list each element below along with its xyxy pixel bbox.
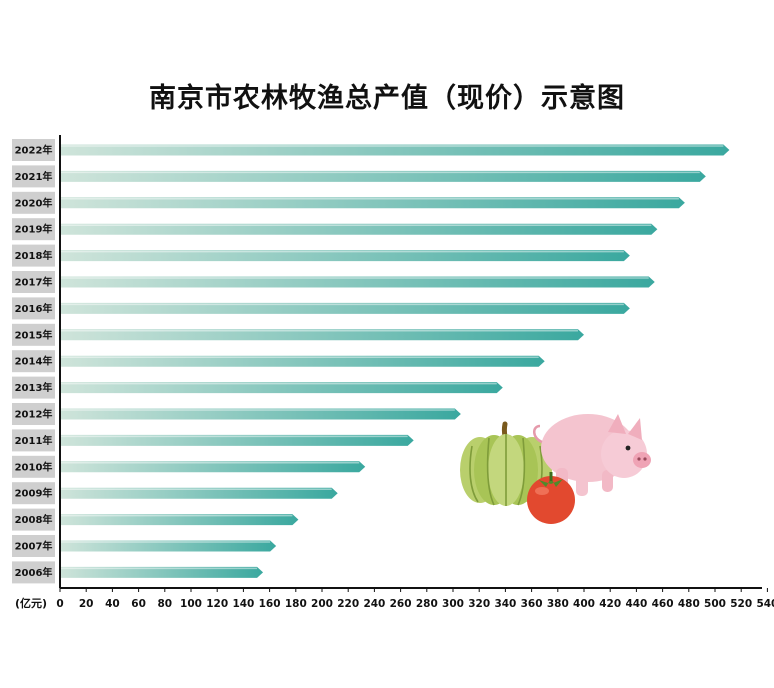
x-tick-label: 80 — [157, 598, 172, 610]
category-label-box — [12, 403, 55, 425]
bar-2007年 — [60, 540, 277, 552]
x-tick-label: 420 — [599, 598, 621, 610]
x-tick-label: 320 — [468, 598, 490, 610]
category-label-box — [12, 429, 55, 452]
category-label-box — [12, 508, 55, 531]
bar-2019年 — [60, 223, 658, 235]
category-label: 2022年 — [15, 144, 53, 157]
bar-2008年 — [60, 514, 299, 526]
category-label: 2020年 — [15, 196, 53, 209]
category-label: 2019年 — [15, 223, 53, 236]
category-label: 2006年 — [15, 566, 53, 579]
category-label-box — [12, 376, 55, 399]
category-label: 2015年 — [15, 328, 53, 341]
category-label-box — [12, 139, 55, 161]
category-label: 2016年 — [15, 302, 53, 315]
category-label: 2009年 — [15, 487, 53, 500]
x-tick-label: 360 — [521, 598, 543, 610]
x-tick-label: 480 — [678, 598, 700, 610]
bar-2017年 — [60, 276, 655, 288]
x-tick-label: 260 — [390, 598, 412, 610]
category-labels: 2022年 2021年 2020年 2019年 2018年 2017年 2016年 2015年… — [12, 139, 55, 584]
x-tick-label: 540 — [756, 598, 774, 610]
bar-2010年 — [60, 461, 366, 473]
bar-2020年 — [60, 197, 685, 209]
category-label-box — [12, 165, 55, 188]
x-tick-label: 220 — [337, 598, 359, 610]
category-label-box — [12, 561, 55, 584]
bar-2009年 — [60, 487, 338, 499]
bar-2013年 — [60, 382, 503, 394]
tomato-icon — [527, 472, 575, 524]
category-label-box — [12, 297, 55, 320]
x-tick-label: 520 — [730, 598, 752, 610]
category-label: 2008年 — [15, 513, 53, 526]
x-tick-label: 40 — [105, 598, 120, 610]
category-label-box — [12, 218, 55, 241]
x-axis-unit: (亿元) — [15, 596, 47, 610]
x-tick-label: 180 — [285, 598, 307, 610]
x-tick-labels: 0 20 40 60 80 100 120 140 160 180 200 220 240 260 280 3… — [56, 588, 774, 610]
x-tick-label: 440 — [625, 598, 647, 610]
x-tick-label: 160 — [259, 598, 281, 610]
x-tick-label: 120 — [206, 598, 228, 610]
bar-2014年 — [60, 355, 545, 367]
bar-2016年 — [60, 302, 630, 314]
x-tick-label: 140 — [232, 598, 254, 610]
category-label: 2018年 — [15, 249, 53, 262]
bar-2022年 — [60, 144, 730, 156]
bar-2021年 — [60, 170, 706, 182]
category-label: 2011年 — [15, 434, 53, 447]
chart-title: 南京市农林牧渔总产值（现价）示意图 — [149, 83, 625, 114]
category-label: 2017年 — [15, 276, 53, 289]
bar-2018年 — [60, 250, 630, 262]
bars-layer — [60, 144, 730, 578]
x-tick-label: 200 — [311, 598, 333, 610]
x-tick-label: 380 — [547, 598, 569, 610]
x-tick-label: 100 — [180, 598, 202, 610]
category-label: 2014年 — [15, 355, 53, 368]
category-label: 2007年 — [15, 540, 53, 553]
x-tick-label: 400 — [573, 598, 595, 610]
category-label-box — [12, 455, 55, 478]
x-tick-label: 20 — [79, 598, 94, 610]
x-tick-label: 500 — [704, 598, 726, 610]
x-tick-label: 300 — [442, 598, 464, 610]
bar-2006年 — [60, 566, 264, 578]
x-tick-label: 240 — [363, 598, 385, 610]
category-label-box — [12, 535, 55, 557]
category-label: 2013年 — [15, 381, 53, 394]
x-tick-label: 280 — [416, 598, 438, 610]
x-tick-label: 460 — [652, 598, 674, 610]
bar-2011年 — [60, 434, 414, 446]
category-label-box — [12, 244, 55, 267]
bar-2012年 — [60, 408, 461, 420]
category-label-box — [12, 482, 55, 505]
category-label: 2010年 — [15, 460, 53, 473]
category-label: 2012年 — [15, 408, 53, 421]
x-tick-label: 60 — [131, 598, 146, 610]
bar-2015年 — [60, 329, 584, 341]
x-tick-label: 0 — [56, 598, 63, 610]
category-label-box — [12, 271, 55, 293]
category-label: 2021年 — [15, 170, 53, 183]
category-label-box — [12, 323, 55, 346]
category-label-box — [12, 191, 55, 214]
category-label-box — [12, 350, 55, 373]
x-tick-label: 340 — [494, 598, 516, 610]
